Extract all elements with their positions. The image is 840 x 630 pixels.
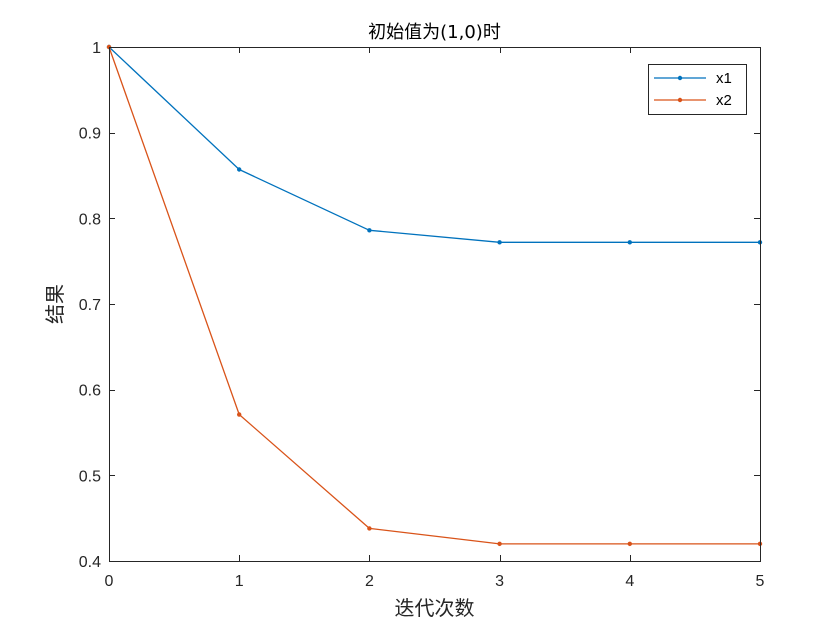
x-tick-label: 4 <box>625 573 634 590</box>
y-tick-label: 1 <box>92 40 101 57</box>
series-line-x2 <box>108 46 760 545</box>
y-axis-title: 结果 <box>43 284 67 324</box>
y-tick-label: 0.7 <box>79 297 101 314</box>
y-tick-label: 0.4 <box>79 554 101 571</box>
chart-title: 初始值为(1,0)时 <box>368 22 501 43</box>
legend-label-x2: x2 <box>716 92 732 109</box>
data-point-x2 <box>497 541 502 547</box>
data-point-x1 <box>237 167 242 172</box>
legend-marker-x1 <box>677 75 683 81</box>
data-point-x1 <box>367 228 372 233</box>
data-point-x2 <box>367 526 372 531</box>
series-line-x1 <box>108 46 760 243</box>
data-point-x2 <box>627 541 632 547</box>
x-axis-title: 迭代次数 <box>395 596 475 620</box>
x-tick-label: 1 <box>235 573 244 590</box>
x-tick-label: 5 <box>756 573 765 590</box>
y-tick-label: 0.5 <box>79 468 101 485</box>
x-tick-label: 2 <box>365 573 374 590</box>
y-tick-label: 0.8 <box>79 211 101 228</box>
x-tick-label: 3 <box>495 573 504 590</box>
axes-box <box>109 47 761 562</box>
tick-labels-layer: 0 1 2 3 4 5 0.4 0.5 0.6 0.7 0.8 0.9 1 <box>79 40 765 590</box>
plot-area <box>109 47 760 561</box>
legend-marker-x2 <box>677 97 683 103</box>
data-point-x1 <box>497 240 502 245</box>
y-tick-label: 0.6 <box>79 383 101 400</box>
series-layer <box>106 44 763 547</box>
legend-box <box>648 64 747 115</box>
data-point-x1 <box>627 240 632 245</box>
y-tick-label: 0.9 <box>79 126 101 143</box>
data-point-x2 <box>237 412 242 417</box>
x-tick-label: 0 <box>105 573 114 590</box>
legend-label-x1: x1 <box>716 70 732 87</box>
